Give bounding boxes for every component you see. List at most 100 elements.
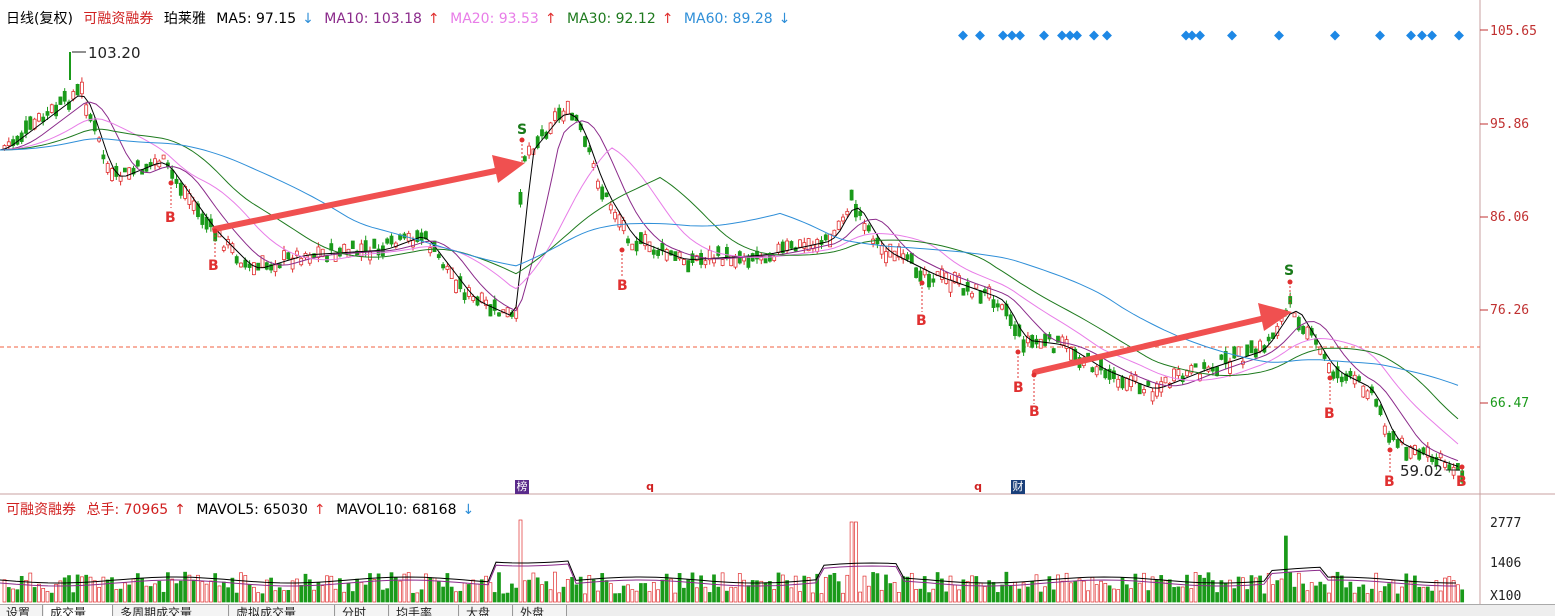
volume-bar: [49, 592, 54, 603]
buy-signal: B: [1384, 474, 1395, 490]
candle: [135, 159, 140, 168]
volume-bar: [1387, 583, 1391, 603]
signal-dot: [1031, 372, 1037, 378]
volume-bar: [359, 582, 364, 603]
volume-bar: [1348, 581, 1353, 603]
volume-bar: [299, 584, 304, 603]
ma5-line: [0, 95, 1459, 467]
volume-bar: [1026, 586, 1030, 603]
high-price-label: 103.20: [88, 44, 141, 62]
candle: [677, 250, 682, 261]
volume-bar: [41, 587, 46, 603]
candle: [316, 242, 321, 263]
candle: [62, 88, 67, 105]
candle: [393, 241, 398, 249]
candle: [1331, 369, 1336, 381]
event-marker-q[interactable]: q: [974, 480, 982, 493]
candle: [1438, 450, 1443, 461]
candle: [1266, 333, 1271, 345]
volume-bar: [634, 590, 639, 603]
volume-bar: [342, 591, 347, 603]
candle: [161, 154, 166, 160]
volume-bar: [737, 573, 742, 603]
tab-market[interactable]: 大盘: [460, 605, 513, 616]
buy-signal: B: [617, 278, 628, 294]
volume-bar: [716, 586, 721, 603]
candle: [415, 229, 420, 243]
candle: [6, 137, 11, 151]
tab-volume[interactable]: 成交量: [44, 605, 113, 616]
volume-axis-tick: X100: [1490, 589, 1522, 604]
volume-bar: [553, 571, 557, 603]
volume-bar: [1262, 593, 1267, 603]
volume-bar: [935, 572, 940, 603]
volume-axis-tick: 1406: [1490, 556, 1522, 571]
volume-bar: [187, 574, 192, 603]
tab-avg-turnover[interactable]: 均手率: [390, 605, 459, 616]
volume-bar: [1172, 587, 1176, 603]
volume-bar: [243, 575, 248, 603]
event-marker-q[interactable]: q: [646, 480, 654, 493]
volume-bar: [363, 584, 368, 603]
candle: [694, 254, 699, 262]
tab-outer[interactable]: 外盘: [514, 605, 567, 616]
candle: [1249, 340, 1254, 354]
candle: [454, 279, 458, 294]
event-marker-cai[interactable]: 财: [1011, 480, 1025, 494]
volume-bar: [1099, 580, 1103, 603]
tab-multi-period-volume[interactable]: 多周期成交量: [114, 605, 229, 616]
price-axis-tick: 95.86: [1490, 117, 1530, 132]
candle: [978, 290, 983, 304]
volume-bar: [320, 585, 325, 603]
signal-diamond: [975, 30, 985, 41]
candle: [901, 249, 906, 264]
volume-bar: [965, 581, 970, 603]
volume-bar: [626, 584, 630, 603]
volume-bar: [84, 574, 89, 603]
tab-settings[interactable]: 设置: [0, 605, 43, 616]
candle: [1318, 345, 1323, 356]
signal-dot: [212, 228, 218, 234]
ma30-line: [0, 128, 1459, 420]
candle: [712, 254, 716, 267]
buy-signal: B: [916, 313, 927, 329]
volume-bar: [1305, 590, 1310, 603]
volume-bar: [256, 592, 261, 603]
period-label[interactable]: 日线(复权): [6, 11, 73, 27]
tab-intraday[interactable]: 分时: [336, 605, 389, 616]
candle: [372, 238, 377, 249]
volume-bar: [1318, 581, 1323, 603]
event-marker-bang[interactable]: 榜: [515, 480, 529, 494]
signal-dot: [519, 137, 525, 143]
volume-bar: [368, 573, 372, 603]
candle: [441, 262, 446, 271]
tab-virtual-volume[interactable]: 虚拟成交量: [230, 605, 335, 616]
candle: [780, 239, 785, 256]
signal-dot: [1015, 349, 1021, 355]
candle: [41, 113, 46, 126]
volume-bar: [948, 575, 953, 603]
volume-bar: [1159, 575, 1164, 603]
candle: [707, 245, 712, 265]
candle: [669, 249, 673, 256]
volume-bar: [535, 577, 540, 603]
price-axis-tick: 105.65: [1490, 24, 1537, 39]
volume-bar: [699, 575, 703, 603]
candle: [651, 245, 656, 259]
volume-bar: [1004, 571, 1009, 603]
candle: [118, 171, 123, 186]
volume-bar: [97, 586, 101, 603]
candle: [540, 125, 544, 141]
volume-bar: [1331, 575, 1336, 603]
volume-bar: [471, 579, 476, 603]
candle: [277, 262, 282, 269]
volume-bar: [1060, 580, 1065, 603]
trend-arrow-line: [1032, 315, 1268, 375]
volume-bar: [961, 579, 966, 603]
candle: [823, 233, 828, 242]
candle: [866, 223, 871, 234]
candle: [535, 134, 540, 150]
volume-bar: [1447, 576, 1452, 603]
